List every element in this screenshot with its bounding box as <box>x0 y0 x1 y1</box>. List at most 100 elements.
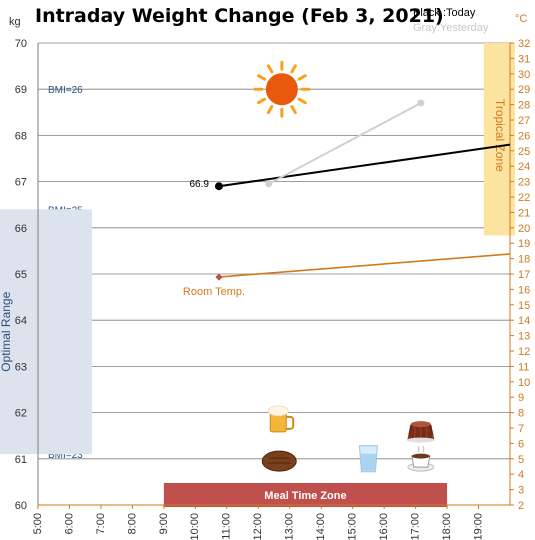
sun-ray <box>290 105 297 115</box>
y2-tick-label: 22 <box>518 192 530 204</box>
meal-time-zone-bar <box>163 483 448 507</box>
steak-grill <box>267 457 292 464</box>
y2-tick-label: 29 <box>518 84 530 96</box>
y2-tick-label: 11 <box>518 361 529 373</box>
series-line-room-temp- <box>218 253 511 278</box>
tropical-zone-label: Tropical Zone <box>493 99 507 172</box>
y-tick-label: 66 <box>15 223 27 235</box>
coffee-icon <box>407 445 435 472</box>
y2-tick-label: 8 <box>518 408 524 420</box>
x-tick-label: 6:00 <box>63 513 75 534</box>
chart-title: Intraday Weight Change (Feb 3, 2021) <box>35 5 444 27</box>
y-tick-label: 65 <box>15 269 27 281</box>
y-tick-label: 69 <box>15 84 27 96</box>
y2-tick-label: 9 <box>518 392 524 404</box>
cake-top <box>410 421 431 428</box>
x-tick-label: 17:00 <box>410 513 422 540</box>
steak-body <box>261 450 297 472</box>
x-tick-label: 14:00 <box>315 513 327 540</box>
x-tick-label: 15:00 <box>347 513 359 540</box>
sun-ray <box>266 64 274 74</box>
y2-tick-label: 5 <box>518 454 524 466</box>
y2-tick-label: 27 <box>518 115 530 127</box>
y2-tick-label: 3 <box>518 485 524 497</box>
x-tick-label: 8:00 <box>126 513 138 534</box>
y-tick-label: 68 <box>15 130 27 142</box>
y2-tick-label: 13 <box>518 331 530 343</box>
y-tick-label: 70 <box>15 38 27 50</box>
y-tick-label: 67 <box>15 177 27 189</box>
y2-tick-label: 15 <box>518 300 530 312</box>
bmi-label: BMI=23 <box>48 450 83 461</box>
y2-tick-label: 10 <box>518 377 530 389</box>
y2-tick-label: 14 <box>518 315 530 327</box>
sun-disc <box>265 73 298 106</box>
x-tick-label: 5:00 <box>32 513 44 534</box>
sun-ray <box>256 97 267 105</box>
series-line-yesterday <box>268 102 422 185</box>
x-tick-label: 9:00 <box>158 513 170 534</box>
y2-tick-label: 24 <box>518 161 530 173</box>
beer-handle <box>286 415 295 430</box>
y2-tick-label: 17 <box>518 269 530 281</box>
y-axis-unit: kg <box>9 16 21 28</box>
cake-icon <box>406 421 435 443</box>
x-tick-label: 19:00 <box>472 513 484 540</box>
data-point <box>214 182 223 191</box>
beer-icon <box>267 405 295 433</box>
steak-icon <box>261 450 297 472</box>
data-label: 66.9 <box>189 179 209 190</box>
data-point <box>417 99 425 107</box>
sun-ray <box>297 97 307 105</box>
data-point <box>265 180 273 188</box>
y2-tick-label: 2 <box>518 500 524 512</box>
sun-ray <box>256 74 267 81</box>
y2-tick-label: 23 <box>518 177 530 189</box>
legend-today: Black :Today <box>413 7 476 19</box>
y2-tick-label: 6 <box>518 438 524 450</box>
y-tick-label: 60 <box>15 500 27 512</box>
y2-tick-label: 21 <box>518 207 530 219</box>
water-glass-icon <box>358 445 378 473</box>
y2-tick-label: 20 <box>518 223 530 235</box>
glass-water <box>360 453 377 471</box>
x-tick-label: 18:00 <box>441 513 453 540</box>
x-tick-label: 10:00 <box>189 513 201 540</box>
data-point <box>215 273 223 281</box>
y2-tick-label: 19 <box>518 238 530 250</box>
bmi-label: BMI=26 <box>48 85 83 96</box>
sun-ray <box>290 64 297 74</box>
y2-tick-label: 4 <box>518 469 524 481</box>
room-temp-label: Room Temp. <box>183 286 245 298</box>
y-tick-label: 62 <box>15 408 27 420</box>
x-tick-label: 7:00 <box>95 513 107 534</box>
y2-tick-label: 31 <box>518 53 530 65</box>
y2-tick-label: 16 <box>518 284 530 296</box>
coffee-steam <box>417 445 425 453</box>
y-tick-label: 64 <box>15 315 27 327</box>
optimal-range-label: Optimal Range <box>0 291 13 371</box>
y2-tick-label: 32 <box>518 38 530 50</box>
legend-yesterday: Gray:Yesterday <box>413 22 489 34</box>
x-tick-label: 13:00 <box>284 513 296 540</box>
y2-axis-unit: °C <box>515 13 527 25</box>
series-line-today <box>218 143 511 188</box>
y2-tick-label: 12 <box>518 346 530 358</box>
sun-ray <box>266 105 274 115</box>
x-tick-label: 11:00 <box>221 513 233 540</box>
y2-tick-label: 25 <box>518 146 530 158</box>
y2-tick-label: 7 <box>518 423 524 435</box>
cake-plate <box>406 437 435 443</box>
meal-time-zone-label: Meal Time Zone <box>264 490 346 502</box>
y2-tick-label: 26 <box>518 130 530 142</box>
cake-ridges <box>408 427 434 441</box>
x-tick-label: 16:00 <box>378 513 390 540</box>
optimal-range-band <box>0 209 92 455</box>
y-tick-label: 63 <box>15 361 27 373</box>
sun-icon <box>253 60 311 118</box>
x-tick-label: 12:00 <box>252 513 264 540</box>
beer-foam <box>267 405 289 417</box>
y2-tick-label: 30 <box>518 69 530 81</box>
y2-tick-label: 18 <box>518 254 530 266</box>
